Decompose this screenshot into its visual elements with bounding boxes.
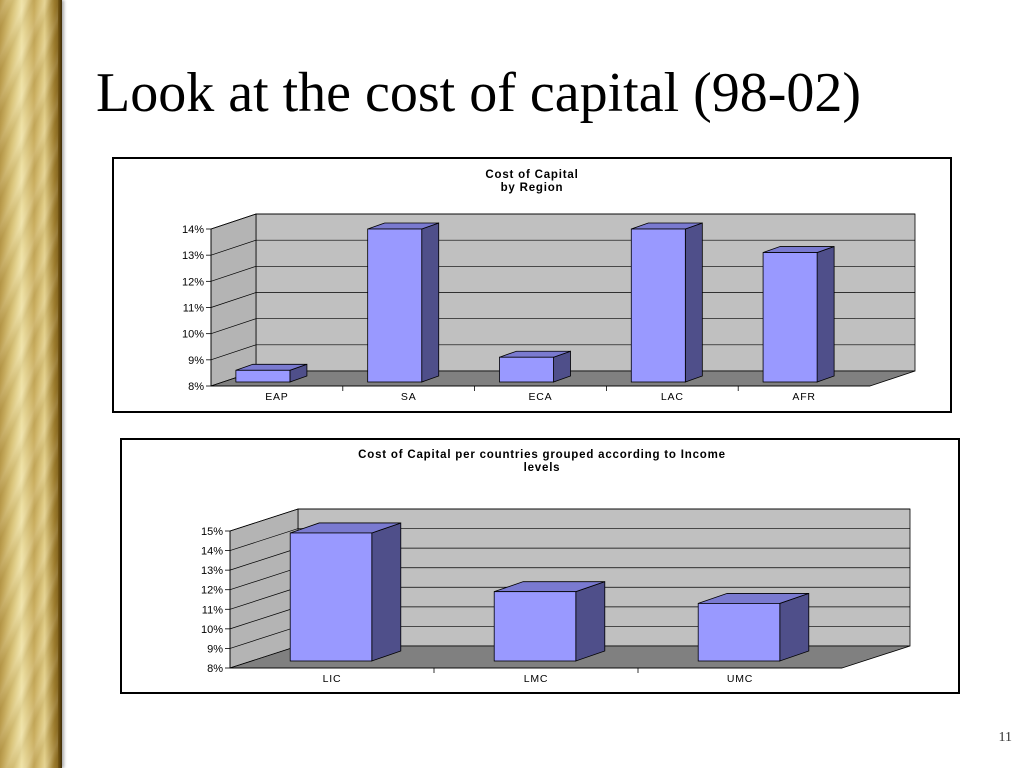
income-chart-y-tick-label: 13%: [201, 565, 223, 577]
income-chart-y-tick-label: 11%: [202, 604, 223, 616]
income-chart-title-line-1: levels: [524, 462, 561, 474]
income-chart-category-label-umc: UMC: [727, 673, 753, 685]
region-chart-y-tick-label: 12%: [182, 276, 204, 288]
region-chart-bar-side-afr: [816, 245, 835, 383]
region-chart-y-tick-label: 8%: [188, 381, 204, 393]
income-chart-bar-lic: [289, 532, 373, 662]
region-chart-category-label-lac: LAC: [661, 391, 684, 403]
income-chart-bar-side-lic: [371, 522, 402, 662]
region-chart-y-tick-label: 11%: [183, 303, 204, 315]
income-chart-category-label-lmc: LMC: [524, 673, 549, 685]
income-chart-side-wall: [229, 508, 299, 669]
decorative-gold-sidebar: [0, 0, 62, 768]
region-chart-category-label-eca: ECA: [529, 391, 553, 403]
region-chart-y-tick-label: 9%: [188, 355, 204, 367]
income-chart-y-tick-label: 12%: [201, 585, 223, 597]
region-chart-title-line-0: Cost of Capital: [485, 169, 578, 181]
income-chart-y-tick-label: 9%: [207, 643, 223, 655]
income-chart-gridline: [229, 528, 910, 551]
region-chart-y-tick-label: 10%: [182, 329, 204, 341]
income-chart-y-tick-label: 15%: [201, 526, 223, 538]
income-chart-bar-umc: [697, 603, 781, 662]
region-chart-bar-eap: [235, 369, 291, 383]
region-chart-category-label-sa: SA: [401, 391, 417, 403]
slide-title: Look at the cost of capital (98-02): [96, 62, 862, 124]
region-chart-bar-sa: [367, 228, 423, 383]
region-chart-category-label-eap: EAP: [265, 391, 288, 403]
region-chart-bar-side-sa: [421, 222, 440, 383]
region-chart-title-line-1: by Region: [501, 182, 564, 194]
income-chart-gridline: [229, 508, 910, 532]
region-chart-category-label-afr: AFR: [792, 391, 815, 403]
region-chart-gridline: [210, 213, 915, 230]
region-chart-bar-lac: [630, 228, 686, 383]
region-chart-bar-afr: [762, 252, 818, 383]
income-chart-category-label-lic: LIC: [323, 673, 342, 685]
income-chart-title-line-0: Cost of Capital per countries grouped ac…: [358, 449, 726, 461]
region-chart-y-tick-label: 14%: [182, 224, 204, 236]
income-chart-bar-lmc: [493, 591, 577, 662]
cost-of-capital-by-region-chart: Cost of Capital by Region 8% 9% 10% 11% 12% 13%…: [112, 157, 952, 413]
cost-of-capital-by-income-chart: Cost of Capital per countries grouped ac…: [120, 438, 960, 694]
region-chart-y-tick-label: 13%: [182, 250, 204, 262]
income-chart-y-tick-label: 8%: [207, 663, 223, 675]
region-chart-bar-eca: [499, 356, 554, 383]
income-chart-y-tick-label: 10%: [201, 624, 223, 636]
income-chart-bar-side-umc: [779, 592, 810, 662]
income-chart-bar-side-lmc: [575, 581, 606, 662]
income-chart-y-tick-label: 14%: [201, 546, 223, 558]
chart-svg-by-income: Cost of Capital per countries grouped ac…: [201, 449, 911, 685]
slide-number: 11: [998, 730, 1012, 745]
region-chart-bar-side-lac: [684, 222, 703, 383]
